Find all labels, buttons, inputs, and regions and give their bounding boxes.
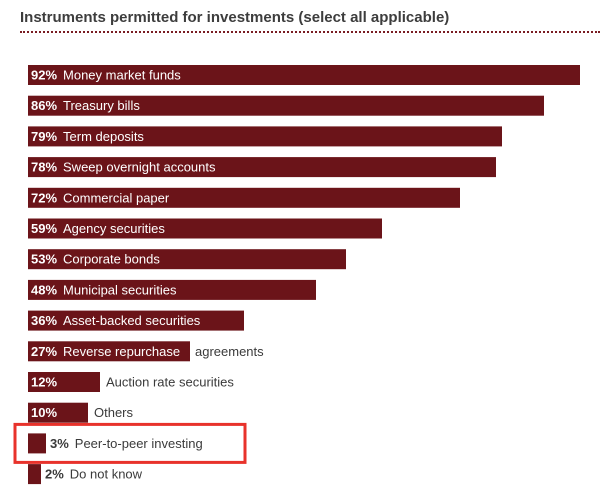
bar-row-municipal-securities: 48% Municipal securities xyxy=(28,279,316,300)
title-dotted-divider xyxy=(20,31,600,33)
bar-row-term-deposits: 79% Term deposits xyxy=(28,126,502,147)
category-label-money-market-funds: Money market funds xyxy=(63,68,181,83)
bar-reverse-repurchase-agreements xyxy=(28,341,190,362)
bar-row-others: 10% Others xyxy=(28,402,134,423)
bar-row-asset-backed-securities: 36% Asset-backed securities xyxy=(28,310,244,331)
value-label-asset-backed-securities: 36% xyxy=(31,313,57,328)
bar-row-peer-to-peer-investing: 3% Peer-to-peer investing xyxy=(13,422,247,464)
value-label-corporate-bonds: 53% xyxy=(31,252,57,267)
value-label-sweep-overnight-accounts: 78% xyxy=(31,160,57,175)
chart-title: Instruments permitted for investments (s… xyxy=(20,9,450,26)
bar-row-commercial-paper: 72% Commercial paper xyxy=(28,187,460,208)
value-label-agency-securities: 59% xyxy=(31,221,57,236)
category-label-asset-backed-securities: Asset-backed securities xyxy=(63,313,201,328)
category-label-term-deposits: Term deposits xyxy=(63,129,144,144)
category-label-reverse-repurchase-agreements-inner: Reverse repurchase xyxy=(63,344,180,359)
bar-auction-rate-securities xyxy=(28,372,100,392)
category-label-municipal-securities: Municipal securities xyxy=(63,282,177,297)
category-label-sweep-overnight-accounts: Sweep overnight accounts xyxy=(63,160,216,175)
category-label-corporate-bonds: Corporate bonds xyxy=(63,252,160,267)
category-label-do-not-know: Do not know xyxy=(70,467,143,482)
bar-row-money-market-funds: 92% Money market funds xyxy=(28,65,580,85)
value-label-commercial-paper: 72% xyxy=(31,190,57,205)
value-label-term-deposits: 79% xyxy=(31,129,57,144)
bar-money-market-funds xyxy=(28,65,580,85)
value-label-do-not-know: 2% xyxy=(45,467,64,482)
value-label-peer-to-peer-investing: 3% xyxy=(50,436,69,451)
category-label-others: Others xyxy=(94,405,134,420)
category-label-treasury-bills: Treasury bills xyxy=(63,98,140,113)
value-label-auction-rate-securities: 12% xyxy=(31,375,57,390)
value-label-others: 10% xyxy=(31,405,57,420)
category-label-reverse-repurchase-agreements-outer: agreements xyxy=(195,344,264,359)
category-label-commercial-paper: Commercial paper xyxy=(63,190,170,205)
category-label-auction-rate-securities: Auction rate securities xyxy=(106,375,234,390)
bar-others xyxy=(28,402,88,423)
highlight-box xyxy=(13,422,247,464)
bar-term-deposits xyxy=(28,126,502,147)
bar-row-sweep-overnight-accounts: 78% Sweep overnight accounts xyxy=(28,157,496,178)
bar-do-not-know xyxy=(28,464,41,485)
bar-corporate-bonds xyxy=(28,249,346,270)
bar-row-treasury-bills: 86% Treasury bills xyxy=(28,95,544,116)
value-label-treasury-bills: 86% xyxy=(31,98,57,113)
bar-commercial-paper xyxy=(28,187,460,208)
bar-row-reverse-repurchase-agreements: 27% Reverse repurchase agreements xyxy=(28,341,264,362)
value-label-money-market-funds: 92% xyxy=(31,68,57,83)
value-label-municipal-securities: 48% xyxy=(31,282,57,297)
bar-peer-to-peer-investing xyxy=(28,433,46,454)
bar-row-corporate-bonds: 53% Corporate bonds xyxy=(28,249,346,270)
value-label-reverse-repurchase-agreements: 27% xyxy=(31,344,57,359)
bar-treasury-bills xyxy=(28,95,544,116)
bar-asset-backed-securities xyxy=(28,310,244,331)
category-label-agency-securities: Agency securities xyxy=(63,221,165,236)
bar-row-auction-rate-securities: 12% Auction rate securities xyxy=(28,372,234,392)
bar-sweep-overnight-accounts xyxy=(28,157,496,178)
category-label-peer-to-peer-investing: Peer-to-peer investing xyxy=(75,436,203,451)
bar-row-do-not-know: 2% Do not know xyxy=(28,464,143,485)
bar-municipal-securities xyxy=(28,279,316,300)
bar-row-agency-securities: 59% Agency securities xyxy=(28,218,382,239)
bar-agency-securities xyxy=(28,218,382,239)
